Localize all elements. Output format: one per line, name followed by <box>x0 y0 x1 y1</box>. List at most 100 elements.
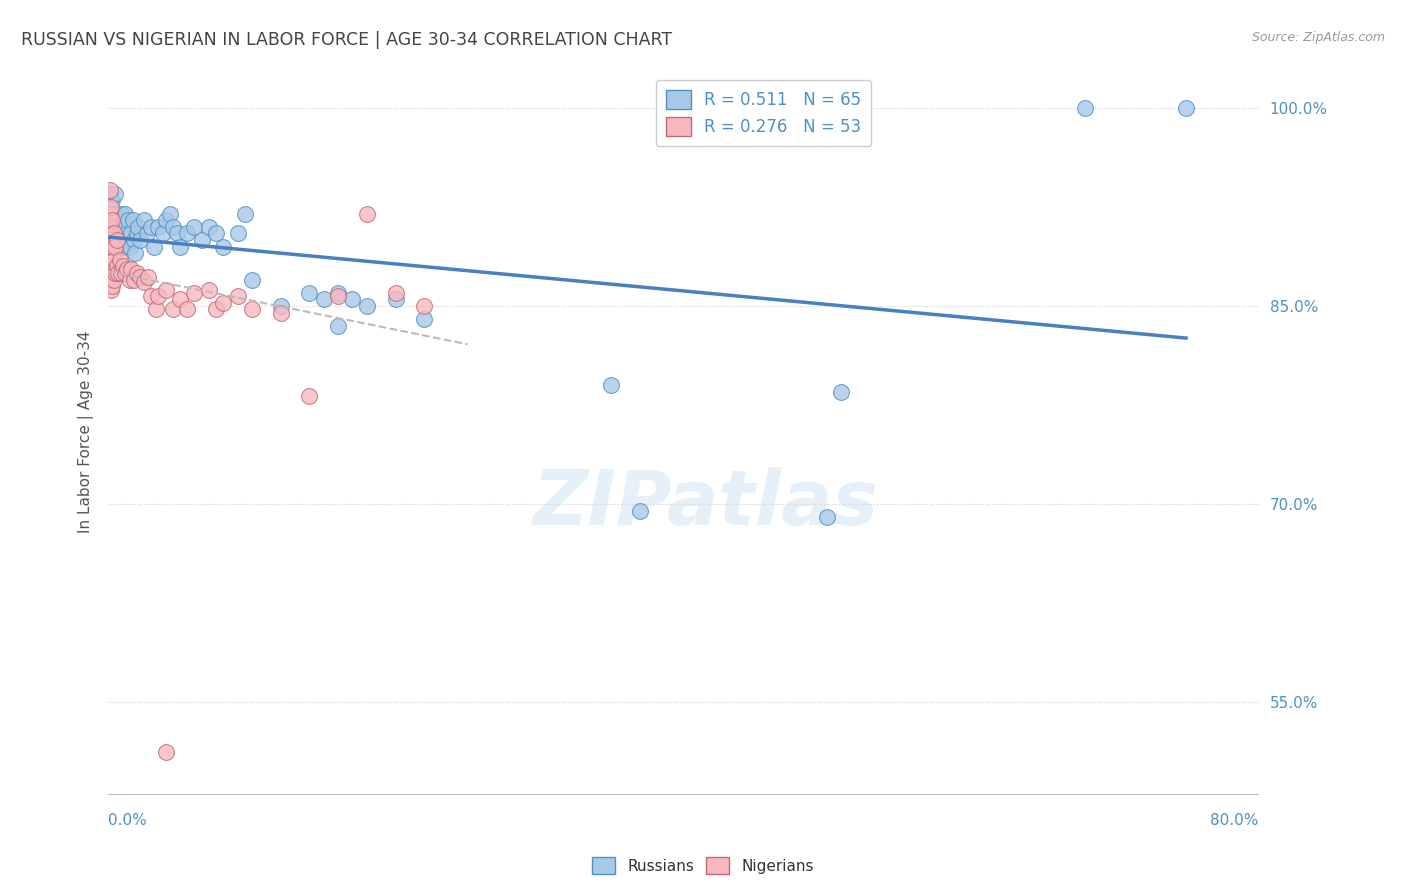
Point <box>103 252 125 267</box>
Point <box>115 227 138 241</box>
Point <box>155 213 177 227</box>
Point <box>98 260 121 274</box>
Text: ZIPatlas: ZIPatlas <box>533 467 879 541</box>
Point <box>155 283 177 297</box>
Point <box>110 266 132 280</box>
Legend: Russians, Nigerians: Russians, Nigerians <box>586 851 820 880</box>
Y-axis label: In Labor Force | Age 30-34: In Labor Force | Age 30-34 <box>79 330 94 533</box>
Point <box>114 207 136 221</box>
Point <box>830 384 852 399</box>
Point <box>104 240 127 254</box>
Point <box>226 227 249 241</box>
Point <box>166 227 188 241</box>
Point <box>233 207 256 221</box>
Point <box>148 219 170 234</box>
Point <box>1175 101 1198 115</box>
Point <box>111 240 134 254</box>
Point <box>143 240 166 254</box>
Point <box>98 183 121 197</box>
Point <box>298 389 321 403</box>
Point <box>125 266 148 280</box>
Point <box>104 219 127 234</box>
Point <box>121 213 143 227</box>
Point <box>159 207 181 221</box>
Point <box>101 240 124 254</box>
Point <box>212 240 235 254</box>
Point <box>183 219 205 234</box>
Point <box>100 194 122 208</box>
Point <box>115 262 138 277</box>
Point <box>111 219 134 234</box>
Point <box>98 186 121 201</box>
Point <box>100 200 122 214</box>
Point <box>98 219 121 234</box>
Point <box>176 301 198 316</box>
Point <box>105 260 128 274</box>
Point <box>128 270 150 285</box>
Point <box>356 299 378 313</box>
Point <box>98 240 121 254</box>
Point <box>104 186 127 201</box>
Point <box>226 288 249 302</box>
Point <box>117 213 139 227</box>
Point <box>205 301 228 316</box>
Point <box>312 293 335 307</box>
Point <box>118 240 141 254</box>
Point <box>101 213 124 227</box>
Point <box>107 213 129 227</box>
Point <box>169 293 191 307</box>
Point <box>103 207 125 221</box>
Point <box>124 246 146 260</box>
Point <box>197 219 219 234</box>
Point <box>356 207 378 221</box>
Point <box>600 378 623 392</box>
Point <box>197 283 219 297</box>
Point <box>105 240 128 254</box>
Point <box>112 219 135 234</box>
Point <box>270 299 292 313</box>
Point <box>103 227 125 241</box>
Point <box>105 207 128 221</box>
Point <box>176 227 198 241</box>
Point <box>138 270 160 285</box>
Point <box>100 283 122 297</box>
Point <box>107 266 129 280</box>
Point <box>114 266 136 280</box>
Point <box>105 233 128 247</box>
Point <box>326 288 349 302</box>
Point <box>169 240 191 254</box>
Point <box>815 510 838 524</box>
Point <box>190 233 212 247</box>
Text: Source: ZipAtlas.com: Source: ZipAtlas.com <box>1251 31 1385 45</box>
Point <box>136 227 159 241</box>
Point <box>141 288 163 302</box>
Point <box>148 288 170 302</box>
Point <box>108 252 131 267</box>
Point <box>103 273 125 287</box>
Point <box>110 207 132 221</box>
Point <box>108 219 131 234</box>
Point <box>413 312 436 326</box>
Point <box>122 273 145 287</box>
Point <box>108 240 131 254</box>
Point <box>145 301 167 316</box>
Point <box>326 318 349 333</box>
Point <box>100 213 122 227</box>
Point <box>98 207 121 221</box>
Point <box>162 219 184 234</box>
Legend: R = 0.511   N = 65, R = 0.276   N = 53: R = 0.511 N = 65, R = 0.276 N = 53 <box>655 80 872 146</box>
Point <box>240 301 263 316</box>
Point <box>384 293 406 307</box>
Text: 80.0%: 80.0% <box>1209 813 1258 828</box>
Point <box>101 194 124 208</box>
Point <box>101 262 124 277</box>
Point <box>212 296 235 310</box>
Point <box>628 503 651 517</box>
Point <box>104 266 127 280</box>
Point <box>120 227 142 241</box>
Point <box>384 285 406 300</box>
Point <box>155 745 177 759</box>
Point <box>111 260 134 274</box>
Point <box>100 260 122 274</box>
Point <box>101 279 124 293</box>
